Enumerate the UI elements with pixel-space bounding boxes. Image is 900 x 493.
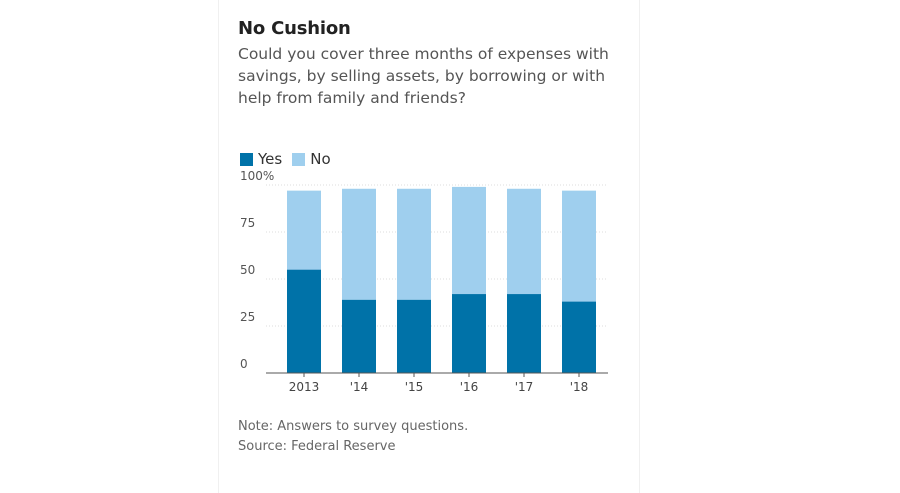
x-tick-label: '18	[570, 380, 589, 394]
source-text: Source: Federal Reserve	[238, 439, 396, 454]
bar-yes	[397, 299, 431, 373]
legend-label-yes: Yes	[258, 150, 283, 168]
y-tick-label: 50	[240, 263, 255, 277]
legend-label-no: No	[310, 150, 331, 168]
x-tick-label: '16	[460, 380, 479, 394]
axes: 0 25 50 75 100% 2013 '14 '15 '16 '17 '18	[240, 169, 608, 394]
footnote: Note: Answers to survey questions. Sourc…	[238, 417, 468, 457]
bar-chart: 0 25 50 75 100% 2013 '14 '15 '16 '17 '18	[240, 169, 608, 394]
bar-no	[452, 186, 486, 295]
bar-yes	[342, 299, 376, 373]
y-tick-label: 25	[240, 310, 255, 324]
y-tick-label: 0	[240, 357, 248, 371]
legend-item-no: No	[292, 150, 331, 168]
chart-title: No Cushion	[238, 18, 351, 39]
legend-swatch-no	[292, 152, 306, 166]
y-tick-label: 100%	[240, 169, 274, 183]
y-tick-label: 75	[240, 216, 255, 230]
bar-yes	[562, 301, 596, 373]
legend: Yes No	[240, 149, 341, 169]
bar-no	[397, 188, 431, 300]
x-tick-label: '14	[350, 380, 369, 394]
x-tick-label: 2013	[289, 380, 320, 394]
x-tick-label: '15	[405, 380, 424, 394]
legend-item-yes: Yes	[240, 150, 282, 168]
bar-no	[342, 188, 376, 300]
gridlines	[266, 184, 608, 327]
bar-no	[507, 188, 541, 295]
bars	[287, 186, 596, 373]
x-tick-label: '17	[515, 380, 534, 394]
bar-no	[287, 190, 321, 270]
bar-yes	[452, 294, 486, 373]
bar-yes	[287, 269, 321, 373]
legend-swatch-yes	[240, 152, 253, 166]
bar-no	[562, 190, 596, 302]
bar-yes	[507, 294, 541, 373]
note-text: Note: Answers to survey questions.	[238, 419, 469, 434]
chart-subtitle: Could you cover three months of expenses…	[238, 45, 609, 107]
